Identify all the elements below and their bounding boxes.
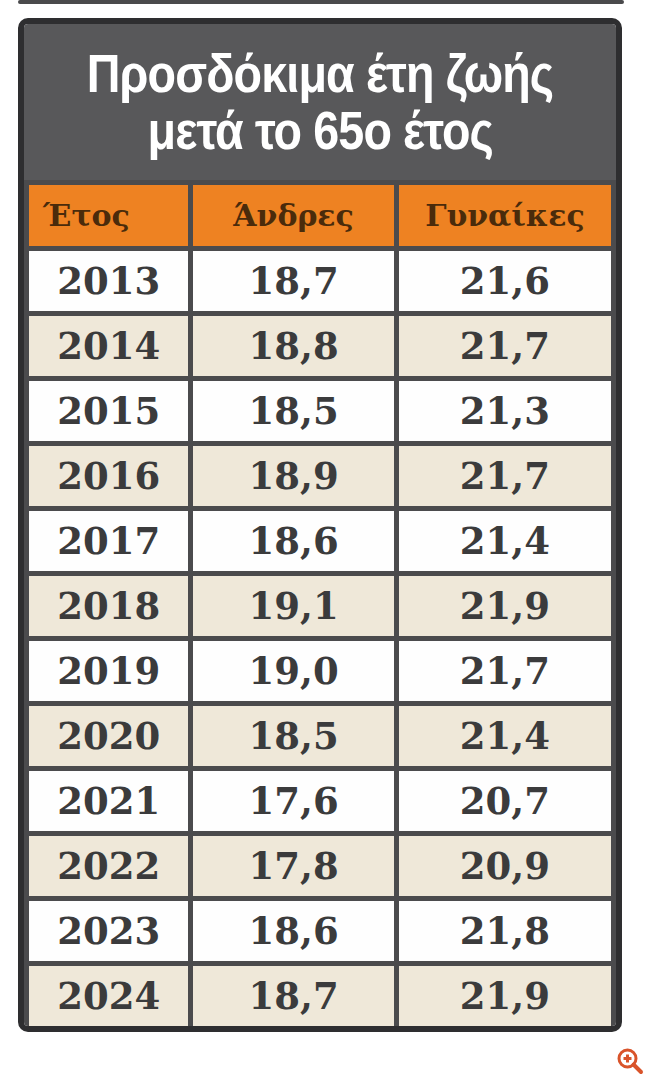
header-women: Γυναίκες xyxy=(396,183,613,249)
year-cell: 2018 xyxy=(27,574,191,639)
table-row: 202117,620,7 xyxy=(27,769,614,834)
table-row: 202018,521,4 xyxy=(27,704,614,769)
women-cell: 21,3 xyxy=(396,379,613,444)
men-cell: 17,8 xyxy=(191,834,396,899)
figure-title: Προσδόκιμα έτη ζωής μετά το 65ο έτος xyxy=(24,24,616,180)
women-cell: 21,7 xyxy=(396,314,613,379)
table-row: 201518,521,3 xyxy=(27,379,614,444)
year-cell: 2020 xyxy=(27,704,191,769)
women-cell: 20,9 xyxy=(396,834,613,899)
year-cell: 2013 xyxy=(27,249,191,314)
men-cell: 18,7 xyxy=(191,964,396,1029)
women-cell: 21,7 xyxy=(396,444,613,509)
men-cell: 17,6 xyxy=(191,769,396,834)
life-expectancy-table-figure: Προσδόκιμα έτη ζωής μετά το 65ο έτος Έτο… xyxy=(18,18,622,1032)
table-body: 201318,721,6201418,821,7201518,521,32016… xyxy=(27,249,614,1029)
table-row: 202217,820,9 xyxy=(27,834,614,899)
women-cell: 21,4 xyxy=(396,704,613,769)
men-cell: 18,5 xyxy=(191,379,396,444)
figure-title-line2: μετά το 65ο έτος xyxy=(147,102,492,159)
women-cell: 21,7 xyxy=(396,639,613,704)
table-row: 201318,721,6 xyxy=(27,249,614,314)
women-cell: 21,8 xyxy=(396,899,613,964)
table-row: 201919,021,7 xyxy=(27,639,614,704)
men-cell: 18,8 xyxy=(191,314,396,379)
header-year: Έτος xyxy=(27,183,191,249)
zoom-in-icon[interactable] xyxy=(616,1047,644,1075)
table-row: 201418,821,7 xyxy=(27,314,614,379)
women-cell: 21,4 xyxy=(396,509,613,574)
women-cell: 21,6 xyxy=(396,249,613,314)
table-row: 202418,721,9 xyxy=(27,964,614,1029)
life-expectancy-table: Έτος Άνδρες Γυναίκες 201318,721,6201418,… xyxy=(24,180,616,1031)
year-cell: 2015 xyxy=(27,379,191,444)
table-row: 201618,921,7 xyxy=(27,444,614,509)
table-row: 201718,621,4 xyxy=(27,509,614,574)
year-cell: 2023 xyxy=(27,899,191,964)
men-cell: 19,0 xyxy=(191,639,396,704)
men-cell: 19,1 xyxy=(191,574,396,639)
men-cell: 18,6 xyxy=(191,899,396,964)
header-row: Έτος Άνδρες Γυναίκες xyxy=(27,183,614,249)
women-cell: 20,7 xyxy=(396,769,613,834)
year-cell: 2017 xyxy=(27,509,191,574)
men-cell: 18,6 xyxy=(191,509,396,574)
men-cell: 18,5 xyxy=(191,704,396,769)
page: Προσδόκιμα έτη ζωής μετά το 65ο έτος Έτο… xyxy=(0,0,650,1080)
women-cell: 21,9 xyxy=(396,574,613,639)
women-cell: 21,9 xyxy=(396,964,613,1029)
table-row: 202318,621,8 xyxy=(27,899,614,964)
men-cell: 18,7 xyxy=(191,249,396,314)
men-cell: 18,9 xyxy=(191,444,396,509)
year-cell: 2019 xyxy=(27,639,191,704)
year-cell: 2016 xyxy=(27,444,191,509)
year-cell: 2022 xyxy=(27,834,191,899)
figure-title-line1: Προσδόκιμα έτη ζωής xyxy=(87,45,553,102)
year-cell: 2021 xyxy=(27,769,191,834)
top-divider xyxy=(18,0,624,4)
table-row: 201819,121,9 xyxy=(27,574,614,639)
table-header: Έτος Άνδρες Γυναίκες xyxy=(27,183,614,249)
year-cell: 2024 xyxy=(27,964,191,1029)
header-men: Άνδρες xyxy=(191,183,396,249)
year-cell: 2014 xyxy=(27,314,191,379)
